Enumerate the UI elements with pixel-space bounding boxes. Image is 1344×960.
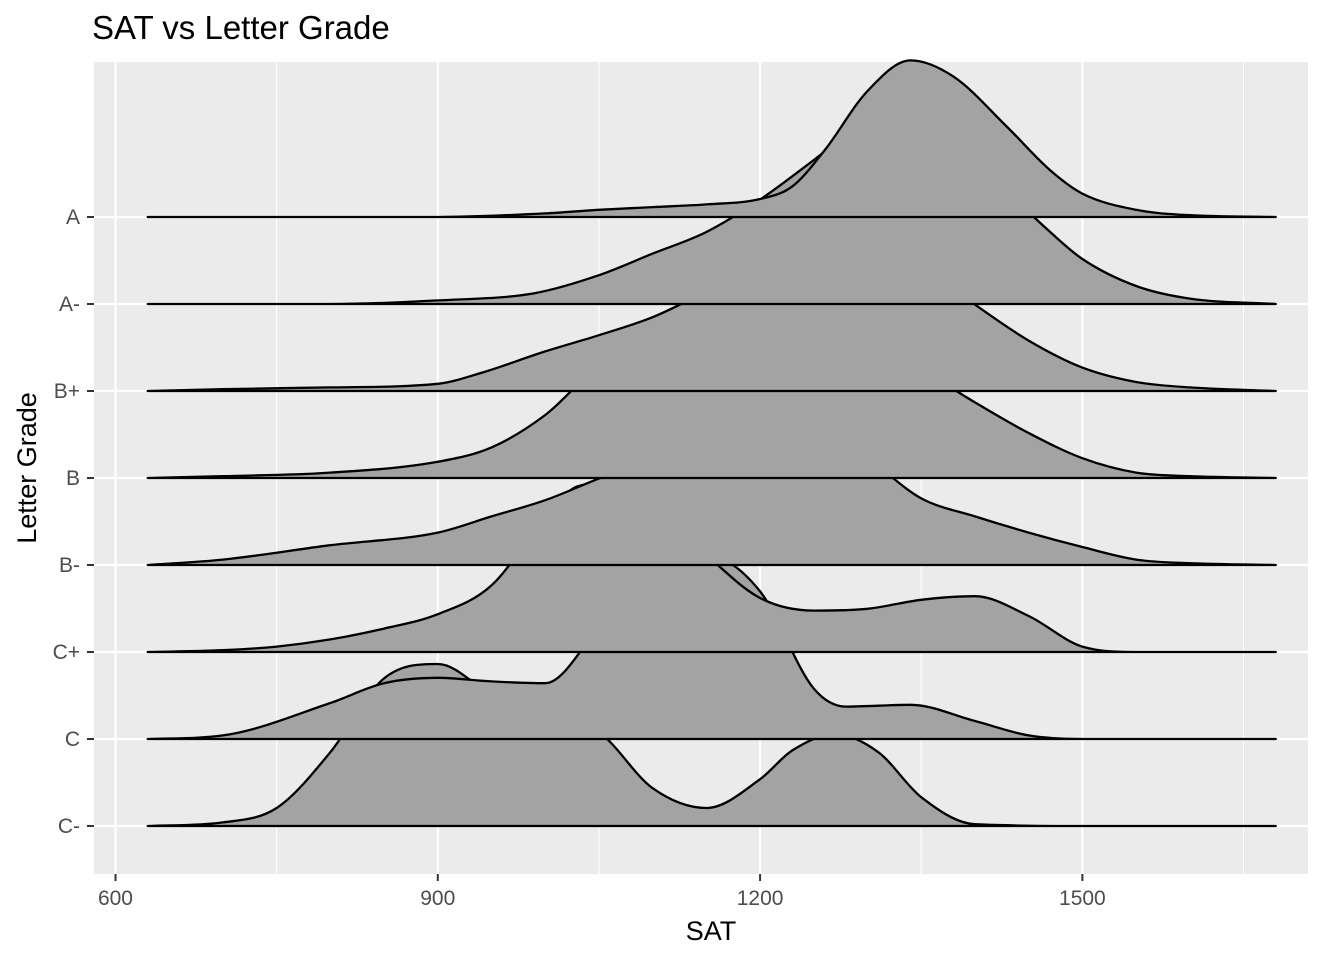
y-tick-label: C <box>65 728 80 751</box>
x-axis: 600 900 1200 1500 <box>98 874 1106 910</box>
y-tick-label: C+ <box>53 641 80 664</box>
x-axis-title: SAT <box>686 916 737 946</box>
y-tick-label: A <box>66 206 80 229</box>
y-tick-label: B <box>66 467 80 490</box>
x-tick-label: 1200 <box>737 887 784 910</box>
y-axis-title: Letter Grade <box>12 392 42 544</box>
y-tick-label: B+ <box>54 380 80 403</box>
x-tick-label: 600 <box>98 887 133 910</box>
y-tick-label: B- <box>59 554 80 577</box>
ridge-a-minus <box>146 104 1277 306</box>
y-tick-label: A- <box>59 293 80 316</box>
ridge-series <box>146 59 1277 828</box>
x-tick-label: 900 <box>420 887 455 910</box>
x-tick-label: 1500 <box>1059 887 1106 910</box>
ridge-a <box>146 59 1277 219</box>
chart-title: SAT vs Letter Grade <box>92 9 390 46</box>
y-tick-label: C- <box>58 815 80 838</box>
y-axis: A A- B+ B B- C+ C C- <box>53 206 94 838</box>
